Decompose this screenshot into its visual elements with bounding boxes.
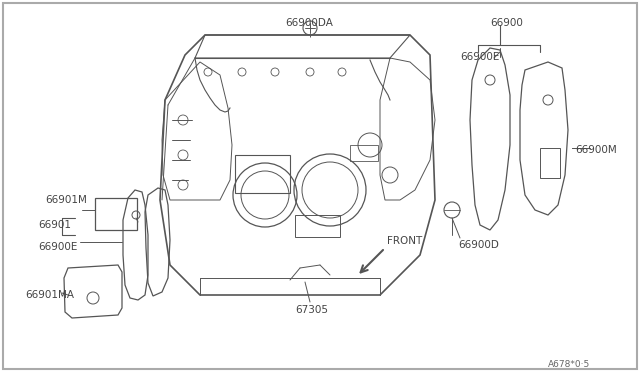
Text: A678*0·5: A678*0·5 bbox=[548, 360, 590, 369]
Text: 66901M: 66901M bbox=[45, 195, 87, 205]
Text: FRONT: FRONT bbox=[387, 236, 422, 246]
Text: 67305: 67305 bbox=[295, 305, 328, 315]
Text: 66900: 66900 bbox=[490, 18, 523, 28]
Text: 66900D: 66900D bbox=[458, 240, 499, 250]
Text: 66901MA: 66901MA bbox=[25, 290, 74, 300]
Text: 66900E: 66900E bbox=[38, 242, 77, 252]
Text: 66900E: 66900E bbox=[460, 52, 499, 62]
Text: 66900DA: 66900DA bbox=[285, 18, 333, 28]
Text: 66901: 66901 bbox=[38, 220, 71, 230]
Text: 66900M: 66900M bbox=[575, 145, 617, 155]
